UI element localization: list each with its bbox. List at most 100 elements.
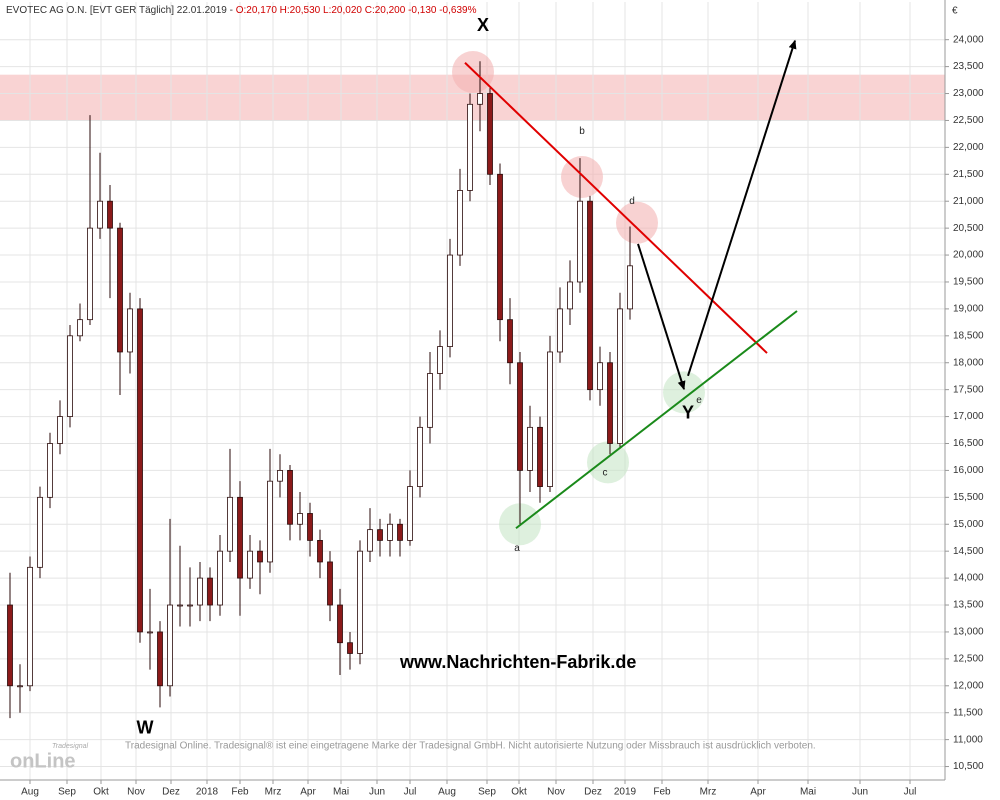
y-tick-label: 11,500 xyxy=(953,707,983,718)
highlight-circle xyxy=(616,201,658,244)
x-tick-label: Okt xyxy=(93,787,109,798)
y-tick-label: 12,000 xyxy=(953,680,984,691)
highlight-circle xyxy=(452,50,494,93)
footer: Tradesignal Online. Tradesignal® ist ein… xyxy=(125,741,816,752)
candle-body xyxy=(587,200,593,391)
x-tick-label: Mai xyxy=(333,787,349,798)
candle-body xyxy=(277,470,283,482)
candle-body xyxy=(457,190,463,256)
annotation: d xyxy=(629,196,635,207)
candle-body xyxy=(447,254,453,347)
candle-body xyxy=(627,265,633,310)
candle-body xyxy=(487,93,493,175)
y-tick-label: 17,000 xyxy=(953,411,984,422)
candle-body xyxy=(207,577,213,606)
candle-body xyxy=(7,604,13,687)
highlight-circle xyxy=(587,441,629,484)
candle-body xyxy=(427,373,433,428)
y-tick-label: 15,000 xyxy=(953,519,984,530)
candle-body xyxy=(247,550,253,579)
candle-body xyxy=(347,642,353,654)
y-tick-label: 17,500 xyxy=(953,384,984,395)
y-tick-label: 23,500 xyxy=(953,61,984,72)
candle-body xyxy=(177,604,183,607)
y-tick-label: 14,000 xyxy=(953,573,984,584)
watermark: www.Nachrichten-Fabrik.de xyxy=(399,652,636,672)
y-tick-label: 21,000 xyxy=(953,196,984,207)
candle-body xyxy=(547,351,553,487)
candle-body xyxy=(167,604,173,687)
x-tick-label: Mrz xyxy=(265,787,282,798)
x-tick-label: Apr xyxy=(750,787,766,798)
candle-body xyxy=(617,308,623,444)
y-tick-label: 22,000 xyxy=(953,142,984,153)
annotation: Y xyxy=(682,403,694,423)
x-tick-label: Jun xyxy=(369,787,385,798)
y-tick-label: 14,500 xyxy=(953,546,984,557)
y-tick-label: 18,000 xyxy=(953,357,984,368)
x-tick-label: Dez xyxy=(584,787,602,798)
candle-body xyxy=(297,513,303,525)
x-tick-label: Feb xyxy=(231,787,249,798)
x-tick-label: Nov xyxy=(547,787,565,798)
candle-body xyxy=(577,200,583,283)
candle-body xyxy=(537,426,543,487)
candle-body xyxy=(107,200,113,229)
candle-body xyxy=(187,604,193,607)
candle-body xyxy=(47,443,53,498)
x-tick-label: Nov xyxy=(127,787,145,798)
y-tick-label: 23,000 xyxy=(953,88,984,99)
y-tick-label: 20,000 xyxy=(953,250,984,261)
annotation: a xyxy=(514,543,520,554)
y-tick-label: 18,500 xyxy=(953,330,984,341)
y-tick-label: 15,500 xyxy=(953,492,984,503)
header-title: EVOTEC AG O.N. [EVT GER Täglich] 22.01.2… xyxy=(6,5,477,16)
annotation: c xyxy=(603,468,608,479)
y-tick-label: 13,000 xyxy=(953,627,984,638)
candle-body xyxy=(77,319,83,337)
candle-body xyxy=(367,529,373,552)
candle-body xyxy=(597,362,603,391)
candle-body xyxy=(557,308,563,353)
candle-body xyxy=(317,540,323,563)
annotation: X xyxy=(477,15,489,35)
candle-body xyxy=(467,103,473,191)
candle-body xyxy=(287,470,293,525)
x-tick-label: Mai xyxy=(800,787,816,798)
candle-body xyxy=(437,346,443,374)
x-tick-label: Aug xyxy=(438,787,456,798)
x-tick-label: Feb xyxy=(653,787,671,798)
candle-body xyxy=(197,577,203,606)
trendline xyxy=(464,62,768,354)
candle-body xyxy=(377,529,383,541)
y-tick-label: 13,500 xyxy=(953,600,984,611)
currency: € xyxy=(952,6,958,17)
candle-body xyxy=(67,335,73,417)
y-tick-label: 16,500 xyxy=(953,438,984,449)
candle-body xyxy=(407,486,413,541)
y-tick-label: 19,000 xyxy=(953,304,984,315)
x-tick-label: 2019 xyxy=(614,787,637,798)
candle-body xyxy=(217,550,223,606)
y-tick-label: 24,000 xyxy=(953,34,984,45)
x-tick-label: 2018 xyxy=(196,787,219,798)
logo-main: onLine xyxy=(10,750,76,772)
header-quote: O:20,170 H:20,530 L:20,020 C:20,200 -0,1… xyxy=(236,5,477,16)
candle-body xyxy=(267,480,273,563)
candle-body xyxy=(27,566,33,687)
candle-body xyxy=(17,685,23,688)
y-tick-label: 12,500 xyxy=(953,653,984,664)
plot: W X Ya b c d e xyxy=(0,2,945,780)
y-tick-label: 10,500 xyxy=(953,761,984,772)
x-tick-label: Jul xyxy=(904,787,917,798)
y-tick-label: 11,000 xyxy=(953,734,983,745)
y-tick-label: 20,500 xyxy=(953,223,984,234)
x-tick-label: Mrz xyxy=(700,787,717,798)
x-tick-label: Dez xyxy=(162,787,180,798)
y-tick-label: 19,500 xyxy=(953,277,984,288)
trendline xyxy=(515,310,798,530)
candle-body xyxy=(127,308,133,353)
y-tick-label: 22,500 xyxy=(953,115,984,126)
